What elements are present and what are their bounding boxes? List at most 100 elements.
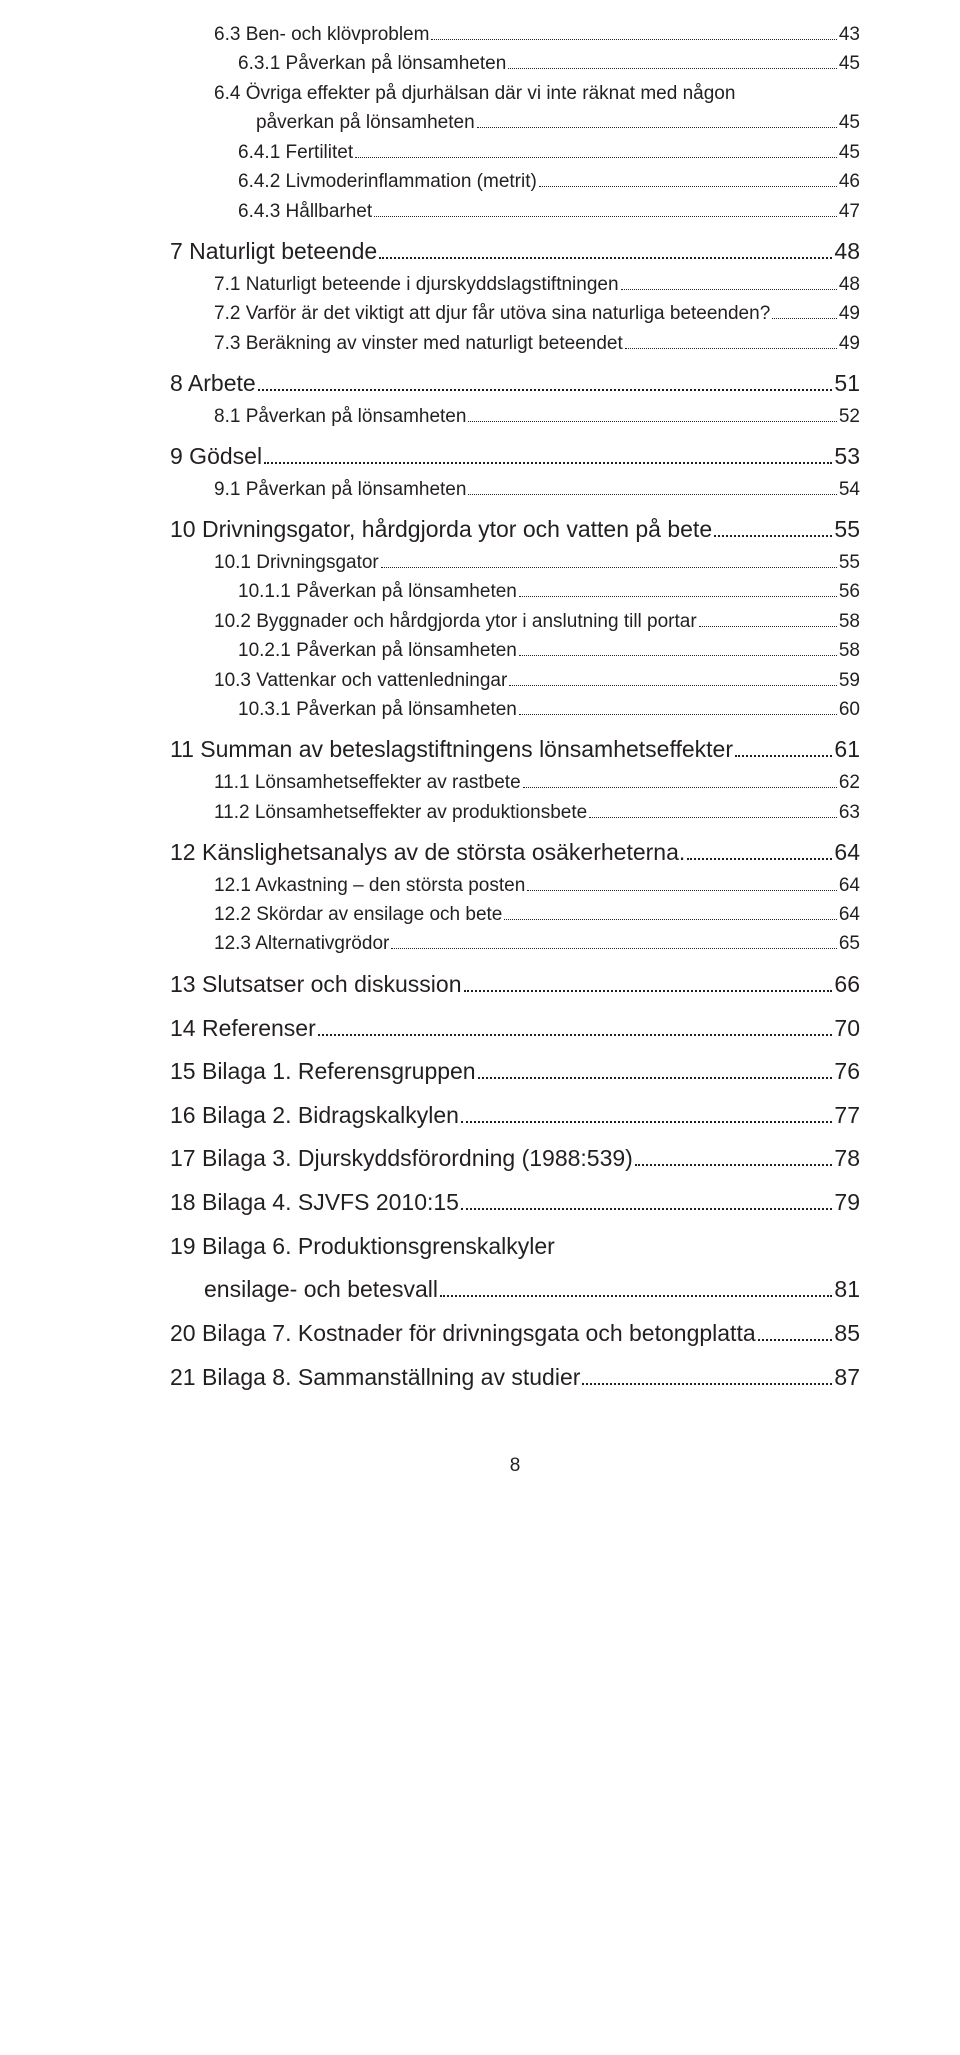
toc-entry: 10.3 Vattenkar och vattenledningar59 <box>170 666 860 695</box>
toc-entry: 11.2 Lönsamhetseffekter av produktionsbe… <box>170 798 860 827</box>
toc-page: 79 <box>834 1185 860 1221</box>
toc-label: 6.3 Ben- och klövproblem <box>214 20 429 49</box>
toc-page: 49 <box>839 329 860 358</box>
toc-label: 6.4 Övriga effekter på djurhälsan där vi… <box>214 79 860 108</box>
toc-label: 21 Bilaga 8. Sammanställning av studier <box>170 1360 580 1396</box>
toc-page: 85 <box>834 1316 860 1352</box>
toc-label: 11.1 Lönsamhetseffekter av rastbete <box>214 768 521 797</box>
toc-label: 13 Slutsatser och diskussion <box>170 967 462 1003</box>
toc-page: 45 <box>839 49 860 78</box>
toc-page: 64 <box>839 900 860 929</box>
toc-page: 48 <box>839 270 860 299</box>
toc-page: 60 <box>839 695 860 724</box>
toc-label: 12.3 Alternativgrödor <box>214 929 389 958</box>
toc-leader <box>318 1033 833 1036</box>
toc-entry: 14 Referenser 70 <box>170 1011 860 1047</box>
toc-page: 48 <box>834 234 860 270</box>
toc-page: 47 <box>839 197 860 226</box>
toc-label: 16 Bilaga 2. Bidragskalkylen <box>170 1098 459 1134</box>
toc-page: 52 <box>839 402 860 431</box>
toc-leader <box>431 38 836 40</box>
toc-entry: 18 Bilaga 4. SJVFS 2010:1579 <box>170 1185 860 1221</box>
toc-leader <box>519 654 837 656</box>
toc-label: 6.4.3 Hållbarhet <box>238 197 372 226</box>
toc-entry: 15 Bilaga 1. Referensgruppen 76 <box>170 1054 860 1090</box>
toc-label: 20 Bilaga 7. Kostnader för drivningsgata… <box>170 1316 756 1352</box>
toc-label: 12 Känslighetsanalys av de största osäke… <box>170 835 685 871</box>
toc-entry: 8 Arbete51 <box>170 366 860 402</box>
toc-label: 12.2 Skördar av ensilage och bete <box>214 900 502 929</box>
toc-entry: 10.1 Drivningsgator 55 <box>170 548 860 577</box>
toc-leader <box>468 420 836 422</box>
toc-entry: 10.1.1 Påverkan på lönsamheten 56 <box>170 577 860 606</box>
toc-label: 10.3 Vattenkar och vattenledningar <box>214 666 507 695</box>
toc-leader <box>504 918 837 920</box>
toc-label: 14 Referenser <box>170 1011 316 1047</box>
toc-page: 51 <box>834 366 860 402</box>
toc-leader <box>258 388 833 391</box>
toc-leader <box>699 625 837 627</box>
toc-entry: 10.2.1 Påverkan på lönsamheten58 <box>170 636 860 665</box>
toc-leader <box>355 156 837 158</box>
toc-page: 65 <box>839 929 860 958</box>
toc-page: 64 <box>834 835 860 871</box>
toc-entry: 12 Känslighetsanalys av de största osäke… <box>170 835 860 871</box>
toc-leader <box>264 461 832 464</box>
toc-label: 6.4.2 Livmoderinflammation (metrit) <box>238 167 537 196</box>
toc-page: 56 <box>839 577 860 606</box>
toc-entry: 7.1 Naturligt beteende i djurskyddslagst… <box>170 270 860 299</box>
toc-page: 55 <box>839 548 860 577</box>
toc-label: ensilage- och betesvall <box>204 1272 438 1308</box>
toc-leader <box>539 185 837 187</box>
toc-leader <box>381 566 837 568</box>
toc-entry: 6.3.1 Påverkan på lönsamheten 45 <box>170 49 860 78</box>
toc-page: 58 <box>839 607 860 636</box>
toc-entry: 12.3 Alternativgrödor 65 <box>170 929 860 958</box>
toc-label: 7 Naturligt beteende <box>170 234 377 270</box>
toc-leader <box>478 1076 833 1079</box>
toc-label: 7.3 Beräkning av vinster med naturligt b… <box>214 329 623 358</box>
toc-entry: 19 Bilaga 6. Produktionsgrenskalkyler ens… <box>170 1229 860 1308</box>
toc-label: 19 Bilaga 6. Produktionsgrenskalkyler <box>170 1229 860 1265</box>
toc-entry: 20 Bilaga 7. Kostnader för drivningsgata… <box>170 1316 860 1352</box>
toc-entry: 11 Summan av beteslagstiftningens lönsam… <box>170 732 860 768</box>
toc-entry: 13 Slutsatser och diskussion 66 <box>170 967 860 1003</box>
toc-label: 10.2.1 Påverkan på lönsamheten <box>238 636 517 665</box>
toc-page: 66 <box>834 967 860 1003</box>
toc-entry: 12.2 Skördar av ensilage och bete 64 <box>170 900 860 929</box>
toc-label: 12.1 Avkastning – den största posten <box>214 871 525 900</box>
toc-leader <box>509 684 837 686</box>
toc-label: 17 Bilaga 3. Djurskyddsförordning (1988:… <box>170 1141 633 1177</box>
toc-leader <box>508 67 837 69</box>
toc-leader <box>464 989 833 992</box>
toc-label: 10.1 Drivningsgator <box>214 548 379 577</box>
toc-label: 15 Bilaga 1. Referensgruppen <box>170 1054 476 1090</box>
toc-page: 54 <box>839 475 860 504</box>
toc-page: 46 <box>839 167 860 196</box>
toc-label: 7.1 Naturligt beteende i djurskyddslagst… <box>214 270 619 299</box>
toc-leader <box>621 288 837 290</box>
toc-page: 61 <box>834 732 860 768</box>
toc-leader <box>461 1207 832 1210</box>
page-number: 8 <box>170 1455 860 1477</box>
toc-leader <box>379 256 832 259</box>
toc-leader <box>468 493 836 495</box>
toc-entry: 11.1 Lönsamhetseffekter av rastbete62 <box>170 768 860 797</box>
toc-page: 49 <box>839 299 860 328</box>
toc-page: 70 <box>834 1011 860 1047</box>
toc-label: 10.1.1 Påverkan på lönsamheten <box>238 577 517 606</box>
toc-label: 6.3.1 Påverkan på lönsamheten <box>238 49 506 78</box>
toc-leader <box>461 1120 832 1123</box>
toc-leader <box>374 215 837 217</box>
toc-page: 45 <box>839 108 860 137</box>
toc-page: 63 <box>839 798 860 827</box>
toc-page: 76 <box>834 1054 860 1090</box>
toc-page: 81 <box>834 1272 860 1308</box>
toc-leader <box>582 1382 832 1385</box>
toc-entry: 6.4.3 Hållbarhet 47 <box>170 197 860 226</box>
toc-leader <box>589 816 837 818</box>
toc-leader <box>714 534 832 537</box>
toc-entry: 9.1 Påverkan på lönsamheten54 <box>170 475 860 504</box>
toc-label: 11 Summan av beteslagstiftningens lönsam… <box>170 732 733 768</box>
toc-label: 10 Drivningsgator, hårdgjorda ytor och v… <box>170 512 712 548</box>
